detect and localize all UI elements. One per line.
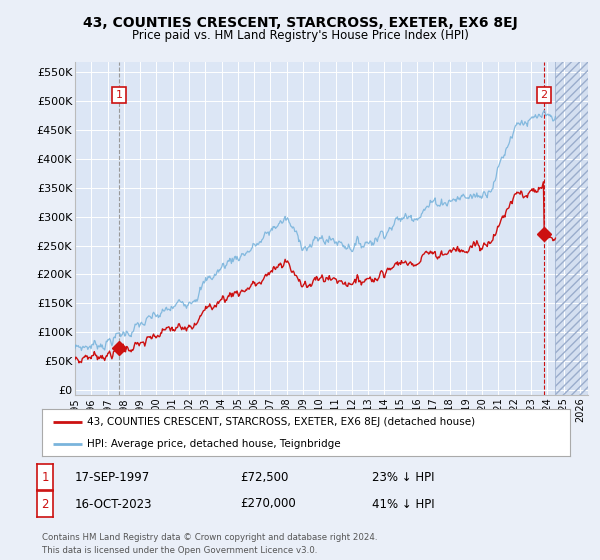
Text: 1: 1	[41, 470, 49, 484]
Text: HPI: Average price, detached house, Teignbridge: HPI: Average price, detached house, Teig…	[87, 438, 341, 449]
Text: £270,000: £270,000	[240, 497, 296, 511]
Text: 41% ↓ HPI: 41% ↓ HPI	[372, 497, 434, 511]
Text: 43, COUNTIES CRESCENT, STARCROSS, EXETER, EX6 8EJ (detached house): 43, COUNTIES CRESCENT, STARCROSS, EXETER…	[87, 417, 475, 427]
Text: 2: 2	[41, 497, 49, 511]
Text: Contains HM Land Registry data © Crown copyright and database right 2024.
This d: Contains HM Land Registry data © Crown c…	[42, 533, 377, 554]
Text: £72,500: £72,500	[240, 470, 289, 484]
Bar	[556, 62, 588, 395]
Text: 2: 2	[541, 90, 547, 100]
Text: 23% ↓ HPI: 23% ↓ HPI	[372, 470, 434, 484]
Text: 43, COUNTIES CRESCENT, STARCROSS, EXETER, EX6 8EJ: 43, COUNTIES CRESCENT, STARCROSS, EXETER…	[83, 16, 517, 30]
Text: 1: 1	[116, 90, 122, 100]
Bar	[556, 62, 588, 395]
Text: 16-OCT-2023: 16-OCT-2023	[75, 497, 152, 511]
Text: Price paid vs. HM Land Registry's House Price Index (HPI): Price paid vs. HM Land Registry's House …	[131, 29, 469, 42]
Text: 17-SEP-1997: 17-SEP-1997	[75, 470, 150, 484]
Bar	[556, 14, 588, 419]
